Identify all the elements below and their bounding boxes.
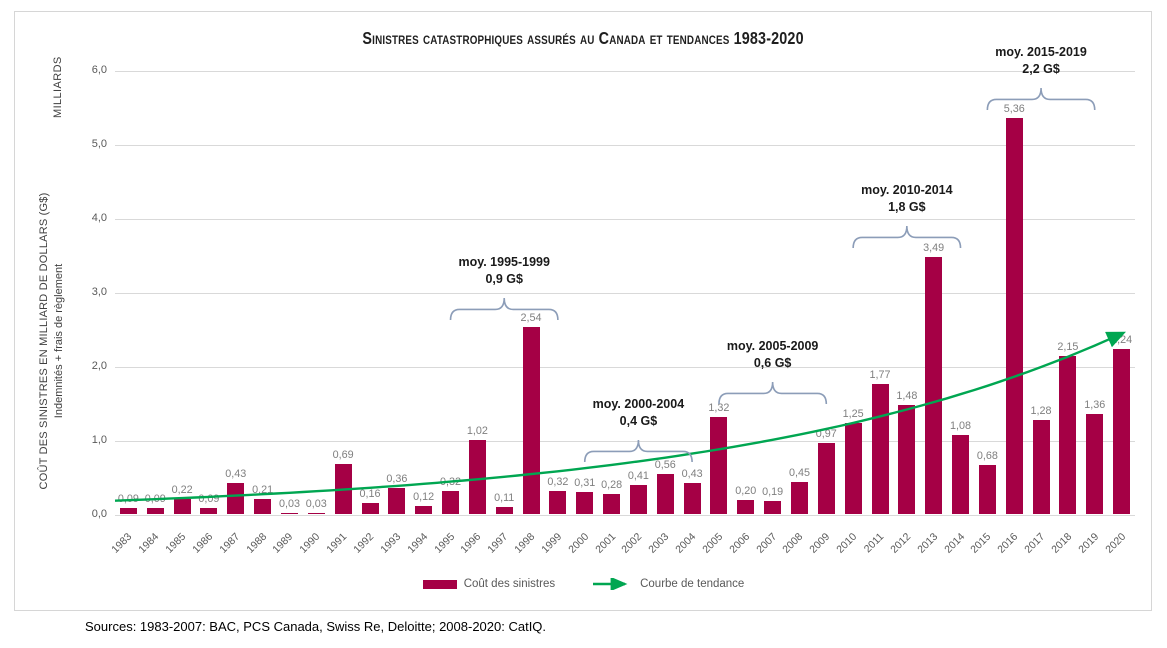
legend-trend-label: Courbe de tendance — [640, 578, 745, 590]
legend-item-bars: Coût des sinistres — [422, 578, 556, 590]
chart-title-wrap: Sinistres catastrophiques assurés au Can… — [15, 28, 1151, 49]
chart-frame: Sinistres catastrophiques assurés au Can… — [14, 11, 1152, 611]
y-axis-title: COÛT DES SINISTRES EN MILLIARD DE DOLLAR… — [37, 171, 67, 511]
legend: Coût des sinistres Courbe de tendance — [0, 578, 1167, 590]
legend-bars-label: Coût des sinistres — [463, 578, 556, 590]
y-axis-unit-label: MILLIARDS — [52, 56, 64, 118]
legend-item-trend: Courbe de tendance — [591, 578, 744, 590]
y-axis-title-line1: COÛT DES SINISTRES EN MILLIARD DE DOLLAR… — [38, 192, 50, 490]
chart-title: Sinistres catastrophiques assurés au Can… — [362, 28, 804, 48]
trend-arrow-icon — [593, 578, 628, 590]
bar-series-swatch — [422, 579, 457, 589]
sources-text: Sources: 1983-2007: BAC, PCS Canada, Swi… — [85, 619, 547, 634]
y-axis-title-line2: Indemnités + frais de règlement — [53, 263, 65, 419]
